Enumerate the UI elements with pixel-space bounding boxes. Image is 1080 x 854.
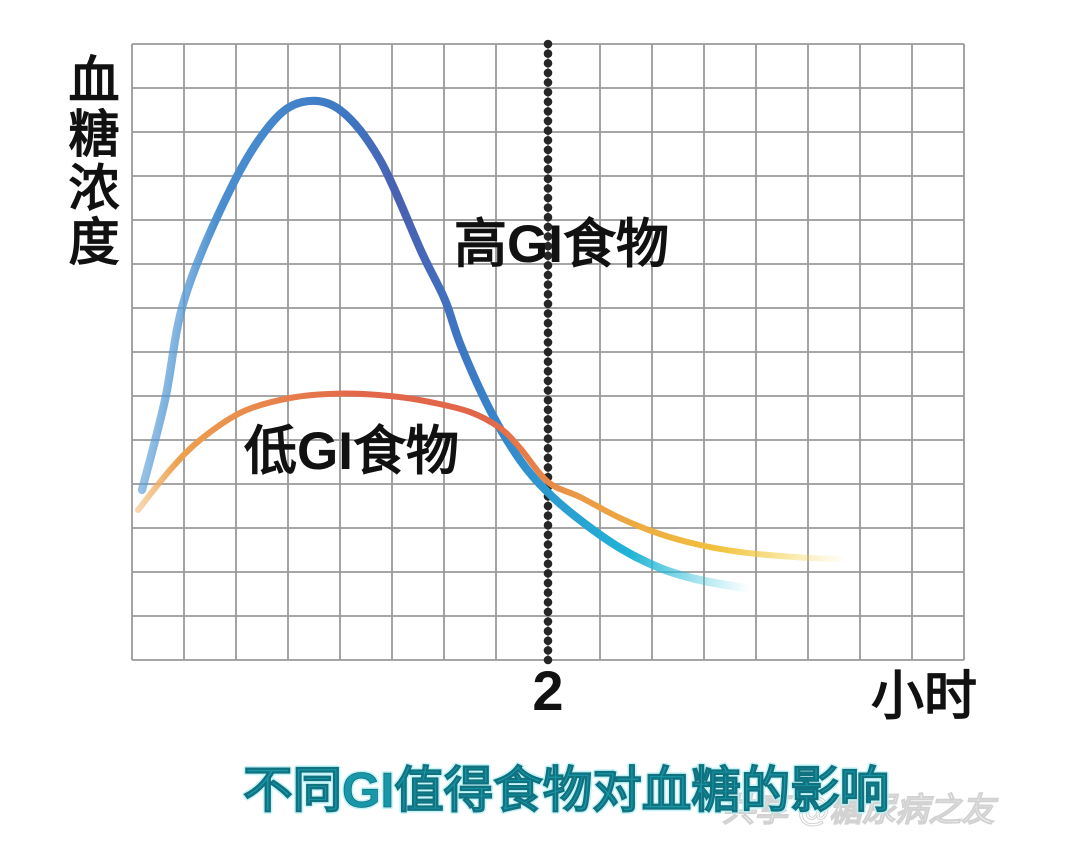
svg-text:糖: 糖 — [68, 106, 119, 163]
svg-text:低GI食物: 低GI食物 — [244, 422, 459, 481]
svg-text:2: 2 — [532, 659, 563, 722]
svg-text:浓: 浓 — [68, 160, 120, 217]
svg-text:高GI食物: 高GI食物 — [454, 215, 669, 274]
svg-text:小时: 小时 — [871, 667, 977, 726]
svg-text:度: 度 — [68, 214, 119, 271]
svg-text:不同GI值得食物对血糖的影响: 不同GI值得食物对血糖的影响 — [243, 763, 889, 818]
svg-text:血: 血 — [68, 52, 119, 109]
